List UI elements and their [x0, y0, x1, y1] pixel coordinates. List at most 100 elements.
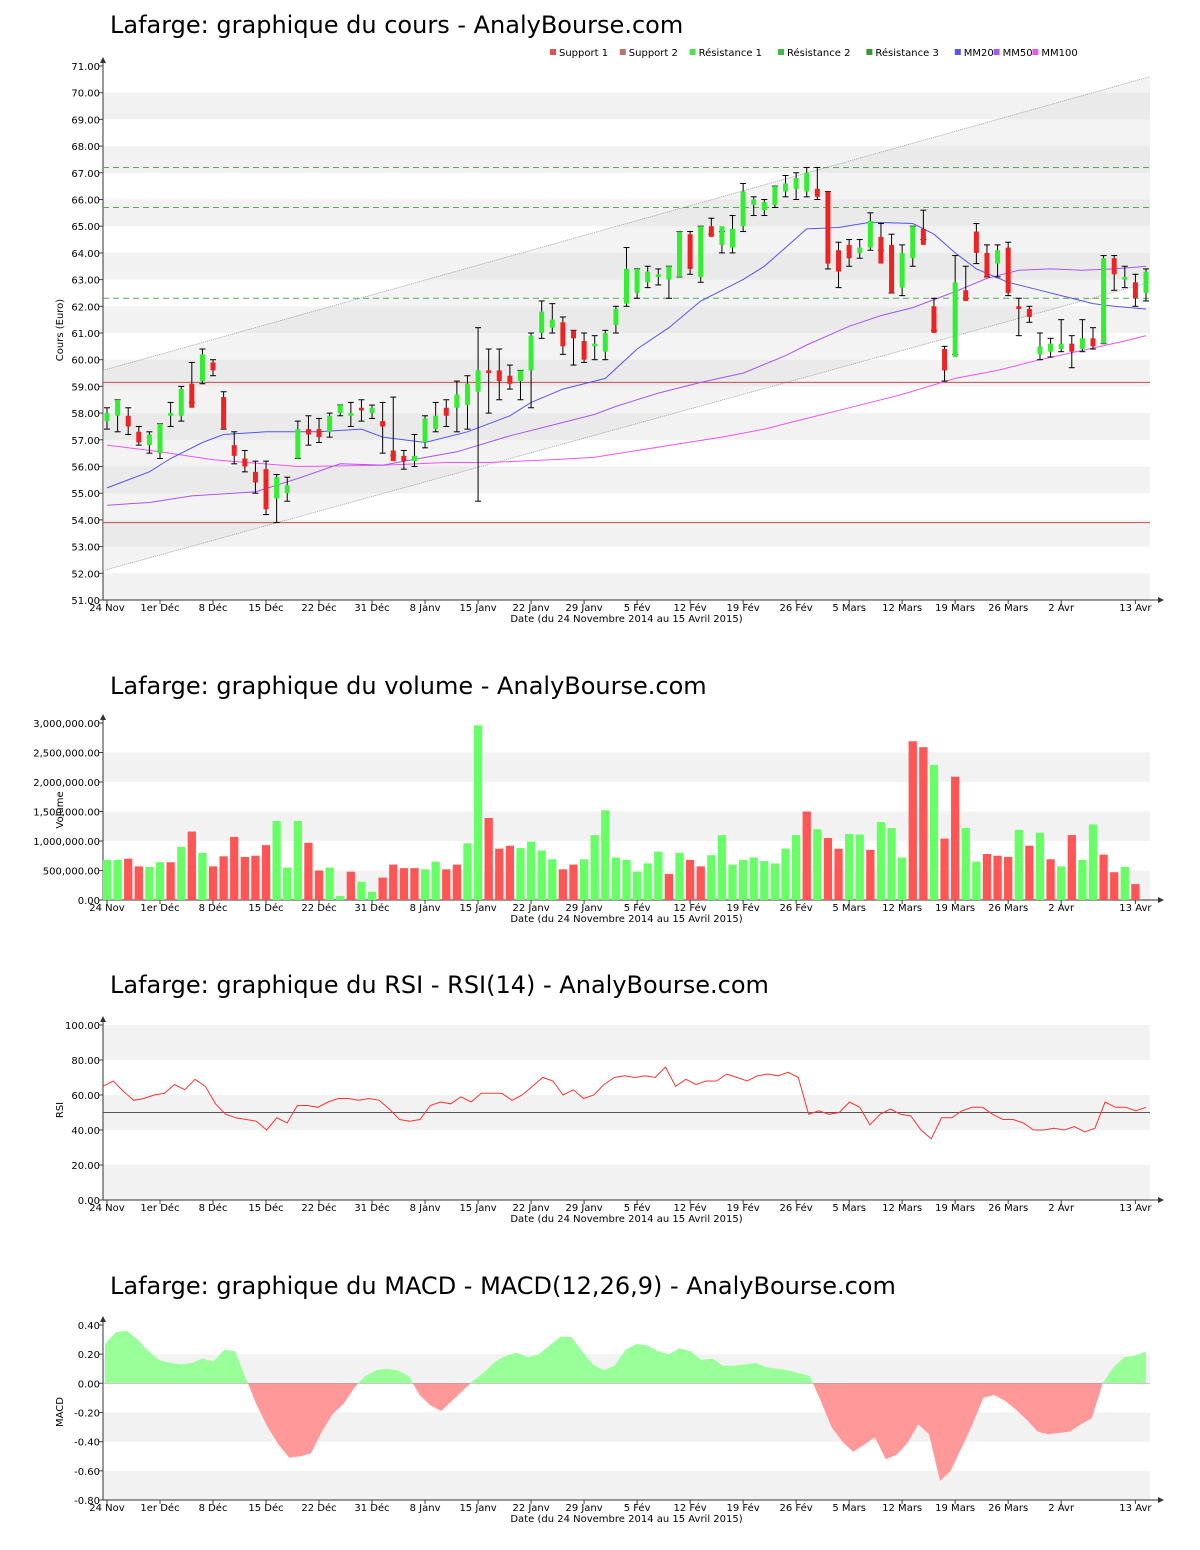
candle-body: [348, 413, 354, 416]
candle-body: [263, 469, 269, 510]
volume-bar: [187, 831, 196, 900]
volume-bar: [908, 741, 917, 900]
price-grid-band: [103, 199, 1150, 227]
candle-body: [327, 415, 333, 432]
candle-body: [274, 477, 280, 499]
volume-bar: [845, 833, 854, 900]
candle-body: [496, 370, 502, 382]
price-x-tick-label: 26 Fév: [780, 602, 813, 614]
volume-bar: [336, 895, 345, 900]
rsi-y-tick-label: 60.00: [71, 1091, 100, 1102]
rsi-x-tick-label: 1er Déc: [140, 1202, 179, 1214]
candle-body: [846, 244, 852, 259]
macd-positive-area: [358, 1368, 413, 1384]
candle-body: [973, 231, 979, 253]
macd-grid-band: [103, 1412, 1150, 1442]
rsi-x-tick-label: 29 Janv: [565, 1203, 602, 1214]
volume-bar: [898, 857, 907, 900]
candle-body: [592, 343, 598, 347]
price-chart-panel: Lafarge: graphique du cours - AnalyBours…: [0, 0, 1200, 640]
price-x-axis-title: Date (du 24 Novembre 2014 au 15 Avril 20…: [510, 614, 742, 625]
volume-bar: [208, 866, 218, 900]
volume-bar: [654, 851, 663, 900]
candle-body: [1048, 343, 1054, 352]
price-x-tick-label: 12 Fév: [674, 602, 707, 614]
price-x-tick-label: 19 Mars: [935, 603, 975, 614]
volume-bar: [611, 857, 621, 900]
price-x-tick-label: 31 Déc: [354, 602, 389, 614]
trend-channel: [103, 76, 1150, 571]
legend-item: Support 2: [619, 48, 678, 59]
volume-bar: [876, 822, 886, 900]
price-y-tick-label: 64.00: [71, 249, 100, 260]
price-x-tick-label: 5 Fév: [624, 602, 651, 614]
volume-bar: [770, 863, 780, 900]
candle-body: [857, 247, 863, 253]
candle-body: [560, 322, 566, 347]
volume-bar: [346, 871, 355, 900]
candle-body: [655, 274, 661, 277]
rsi-y-axis-title: RSI: [55, 1102, 66, 1118]
legend-label: MM100: [1041, 48, 1077, 59]
price-x-tick-label: 22 Janv: [512, 603, 549, 614]
macd-x-tick-label: 15 Déc: [248, 1502, 283, 1514]
rsi-x-tick-label: 12 Fév: [674, 1202, 707, 1214]
candle-body: [231, 445, 237, 456]
price-y-tick-label: 70.00: [71, 89, 100, 100]
volume-bar: [251, 855, 260, 900]
rsi-chart: 0.00 20.00 40.00 60.00 80.00 100.00 24 Nov 1er …: [55, 1016, 1164, 1225]
macd-positive-area: [1102, 1351, 1146, 1384]
volume-bar: [177, 846, 186, 900]
candle-body: [708, 226, 714, 237]
macd-chart-title: Lafarge: graphique du MACD - MACD(12,26,…: [110, 1272, 896, 1300]
macd-x-tick-label: 26 Fév: [780, 1502, 813, 1514]
rsi-x-tick-label: 5 Mars: [832, 1203, 866, 1214]
volume-chart: 0.00 500,000.00 1,000,000.00 1,500,000.00 2,…: [33, 714, 1164, 925]
volume-bar: [643, 863, 652, 900]
candle-body: [645, 271, 651, 283]
rsi-line: [102, 1066, 1147, 1140]
candle-body: [284, 485, 290, 494]
volume-bar: [526, 841, 536, 900]
volume-bar: [283, 867, 292, 900]
legend-swatch: [778, 49, 784, 55]
candle-body: [687, 234, 693, 269]
volume-bar: [728, 864, 737, 900]
volume-bar: [707, 855, 716, 900]
candle-body: [804, 172, 810, 192]
rsi-x-tick-label: 15 Janv: [459, 1203, 496, 1214]
volume-bar: [951, 776, 960, 900]
volume-bar: [919, 747, 928, 900]
price-x-tick-label: 12 Mars: [882, 603, 922, 614]
price-y-tick-label: 57.00: [71, 436, 100, 447]
legend-swatch: [954, 49, 961, 55]
macd-x-tick-label: 8 Déc: [199, 1502, 228, 1514]
volume-chart-panel: Lafarge: graphique du volume - AnalyBour…: [0, 660, 1200, 940]
volume-bar: [219, 856, 228, 900]
price-grid-band: [103, 92, 1150, 120]
rsi-y-tick-label: 40.00: [71, 1126, 100, 1137]
candle-body: [115, 399, 121, 416]
volume-bar: [145, 866, 154, 900]
candle-body: [730, 228, 736, 248]
price-x-tick-label: 29 Janv: [565, 603, 602, 614]
volume-bar: [993, 855, 1002, 900]
macd-x-tick-label: 19 Mars: [935, 1503, 975, 1514]
candle-body: [899, 252, 905, 288]
price-y-tick-label: 69.00: [71, 115, 100, 126]
price-x-tick-label: 19 Fév: [727, 602, 760, 614]
macd-negative-area: [412, 1383, 471, 1411]
rsi-x-tick-label: 26 Fév: [780, 1202, 813, 1214]
candle-body: [1090, 338, 1096, 347]
macd-positive-area: [105, 1330, 248, 1384]
volume-bar: [495, 848, 504, 900]
macd-x-tick-label: 22 Déc: [301, 1502, 336, 1514]
candle-body: [1111, 258, 1117, 275]
candle-body: [136, 431, 142, 443]
volume-bar: [1046, 859, 1055, 900]
candle-body: [963, 290, 969, 301]
legend-label: MM20: [964, 48, 994, 59]
volume-x-tick-label: 8 Déc: [199, 902, 228, 914]
volume-bar: [601, 810, 610, 900]
volume-bar: [579, 859, 589, 900]
